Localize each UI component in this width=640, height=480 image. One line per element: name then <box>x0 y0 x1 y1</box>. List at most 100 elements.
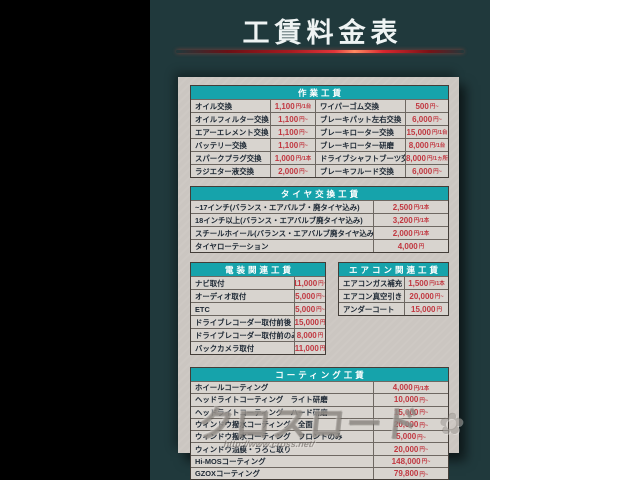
table-row: ウィンドウ撥水コーティング 全面 20,000 円~ <box>191 417 448 431</box>
table-row: エアコン真空引き 20,000 円~ <box>339 289 448 302</box>
price-unit: 円 <box>319 320 325 326</box>
table-electrical-rows: ナビ取付11,000円~オーディオ取付5,000円~ETC5,000円~ドライブ… <box>191 276 325 354</box>
price-unit: 円~ <box>419 471 429 478</box>
price-unit: 円~ <box>316 294 325 300</box>
table-row: バックカメラ取付 11,000 円 <box>191 341 325 354</box>
price-amount: 4,000 <box>397 241 418 251</box>
price-value: 10,000 円~ <box>373 394 448 406</box>
price-unit: 円~ <box>433 117 442 123</box>
price-amount: 6,000 <box>412 166 433 176</box>
service-name: ヘッドライトコーティング ハード研磨 <box>195 407 328 417</box>
table-row: ラジエター液交換 2,000 円~ ブレーキフルード交換 6,000 円~ <box>191 164 448 177</box>
price-unit: 円 <box>317 333 324 339</box>
price-amount: 15,000 <box>393 407 419 417</box>
price-amount: 2,500 <box>392 202 413 212</box>
price-amount: 8,000 <box>405 153 426 163</box>
price-unit: 円~ <box>299 117 308 123</box>
table-row: Hi-MOSコーティング 148,000 円~ <box>191 454 448 468</box>
price-amount: 148,000 <box>391 456 421 466</box>
table-row: ヘッドライトコーティング ライト研磨 10,000 円~ <box>191 393 448 406</box>
price-value: 5,000 円~ <box>294 303 325 315</box>
price-unit: 円/1台 <box>295 104 312 110</box>
price-value: 15,000 円 <box>404 303 448 315</box>
price-value: 5,000 円~ <box>294 290 325 302</box>
service-name: ホイールコーティング <box>195 383 269 393</box>
price-value: 1,100 円~ <box>270 113 315 125</box>
title-divider-line <box>176 50 464 53</box>
price-amount: 11,000 <box>294 278 318 288</box>
service-name: ドライブシャフトブーツ交換 <box>315 152 405 164</box>
service-name: ドライブレコーダー取付前後 <box>195 317 292 327</box>
price-amount: 1,100 <box>278 114 299 124</box>
price-amount: 15,000 <box>294 317 319 327</box>
table-row: アンダーコート 15,000 円 <box>339 302 448 315</box>
table-coating-header: コーティング工賃 <box>191 368 448 381</box>
service-name: スパークプラグ交換 <box>195 153 262 163</box>
service-name: ブレーキパット左右交換 <box>315 113 405 125</box>
price-value: 8,000 円/1ヵ所 <box>405 152 448 164</box>
price-value: 20,000 円~ <box>404 290 448 302</box>
price-amount: 6,000 <box>412 114 433 124</box>
service-name: ウィンドウ撥水コーティング フロントのみ <box>195 432 343 442</box>
table-work-rows: オイル交換 1,100 円/1台 ワイパーゴム交換 500 円~ オイルフィルター交換 1,1… <box>191 99 448 177</box>
service-name: ブレーキローター交換 <box>315 126 405 138</box>
price-unit: 円~ <box>299 143 308 149</box>
price-board-panel: 工賃料金表 作業工賃 オイル交換 1,100 円/1台 ワイパーゴム交換 500 円~ オイ… <box>150 0 490 480</box>
price-unit: 円/1本 <box>429 281 445 287</box>
price-amount: 15,000 <box>406 127 431 137</box>
service-name: ヘッドライトコーティング ライト研磨 <box>195 395 328 405</box>
price-value: 20,000 円~ <box>373 418 448 431</box>
table-coating-labor: コーティング工賃 ホイールコーティング 4,000 円/1本 ヘッドライトコーティング… <box>190 367 449 480</box>
price-unit: 円~ <box>316 307 325 313</box>
price-amount: 20,000 <box>393 420 419 430</box>
service-name: アンダーコート <box>343 304 395 314</box>
service-name: Hi-MOSコーティング <box>195 456 266 466</box>
table-tire-labor: タイヤ交換工賃 ~17インチ(バランス・エアバルブ・廃タイヤ込み) 2,500 円/… <box>190 186 449 253</box>
service-name: エアーエレメント交換 <box>195 127 269 137</box>
table-row: オイルフィルター交換 1,100 円~ ブレーキパット左右交換 6,000 円~ <box>191 112 448 125</box>
price-amount: 10,000 <box>393 395 419 405</box>
table-row: ウィンドウ撥水コーティング フロントのみ 5,000 円~ <box>191 430 448 443</box>
price-value: 1,000 円/1本 <box>270 152 315 164</box>
price-unit: 円/1本 <box>413 205 430 211</box>
price-value: 2,500 円/1本 <box>373 201 448 213</box>
service-name: ブレーキローター研磨 <box>315 139 405 151</box>
price-value: 1,100 円~ <box>270 139 315 151</box>
table-coating-rows: ホイールコーティング 4,000 円/1本 ヘッドライトコーティング ライト研磨 10,… <box>191 381 448 480</box>
price-unit: 円 <box>319 346 325 352</box>
service-name: ドライブレコーダー取付前のみ <box>195 330 294 340</box>
price-unit: 円~ <box>318 281 325 287</box>
price-unit: 円/1ヵ所 <box>426 156 448 162</box>
price-value: 5,000 円~ <box>373 431 448 443</box>
service-name: ~17インチ(バランス・エアバルブ・廃タイヤ込み) <box>195 202 360 212</box>
table-row: ~17インチ(バランス・エアバルブ・廃タイヤ込み) 2,500 円/1本 <box>191 200 448 213</box>
price-unit: 円/1台 <box>429 143 446 149</box>
price-amount: 2,000 <box>392 228 413 238</box>
price-value: 15,000 円/1台 <box>405 126 448 138</box>
service-name: エアコンガス補充 <box>343 278 403 288</box>
price-unit: 円~ <box>419 447 429 454</box>
price-unit: 円~ <box>419 397 429 404</box>
price-value: 79,800 円~ <box>373 468 448 480</box>
price-unit: 円~ <box>299 130 308 136</box>
price-amount: 1,000 <box>274 153 295 163</box>
price-value: 1,100 円/1台 <box>270 100 315 112</box>
table-tire-rows: ~17インチ(バランス・エアバルブ・廃タイヤ込み) 2,500 円/1本 18インチ以… <box>191 200 448 252</box>
price-unit: 円~ <box>433 169 442 175</box>
price-unit: 円~ <box>434 294 444 300</box>
table-aircon-header: エアコン関連工賃 <box>339 263 448 276</box>
price-amount: 1,100 <box>274 101 295 111</box>
price-unit: 円~ <box>419 410 429 417</box>
service-name: ワイパーゴム交換 <box>315 100 405 112</box>
table-row: オイル交換 1,100 円/1台 ワイパーゴム交換 500 円~ <box>191 99 448 112</box>
service-name: オイル交換 <box>195 101 232 111</box>
table-row: バッテリー交換 1,100 円~ ブレーキローター研磨 8,000 円/1台 <box>191 138 448 151</box>
price-value: 6,000 円~ <box>405 113 448 125</box>
table-electrical-header: 電装関連工賃 <box>191 263 325 276</box>
table-aircon-rows: エアコンガス補充 1,500 円/1本 エアコン真空引き 20,000 円~ アンダーコート… <box>339 276 448 315</box>
service-name: バッテリー交換 <box>195 140 247 150</box>
table-work-header: 作業工賃 <box>191 86 448 99</box>
price-unit: 円~ <box>299 169 308 175</box>
